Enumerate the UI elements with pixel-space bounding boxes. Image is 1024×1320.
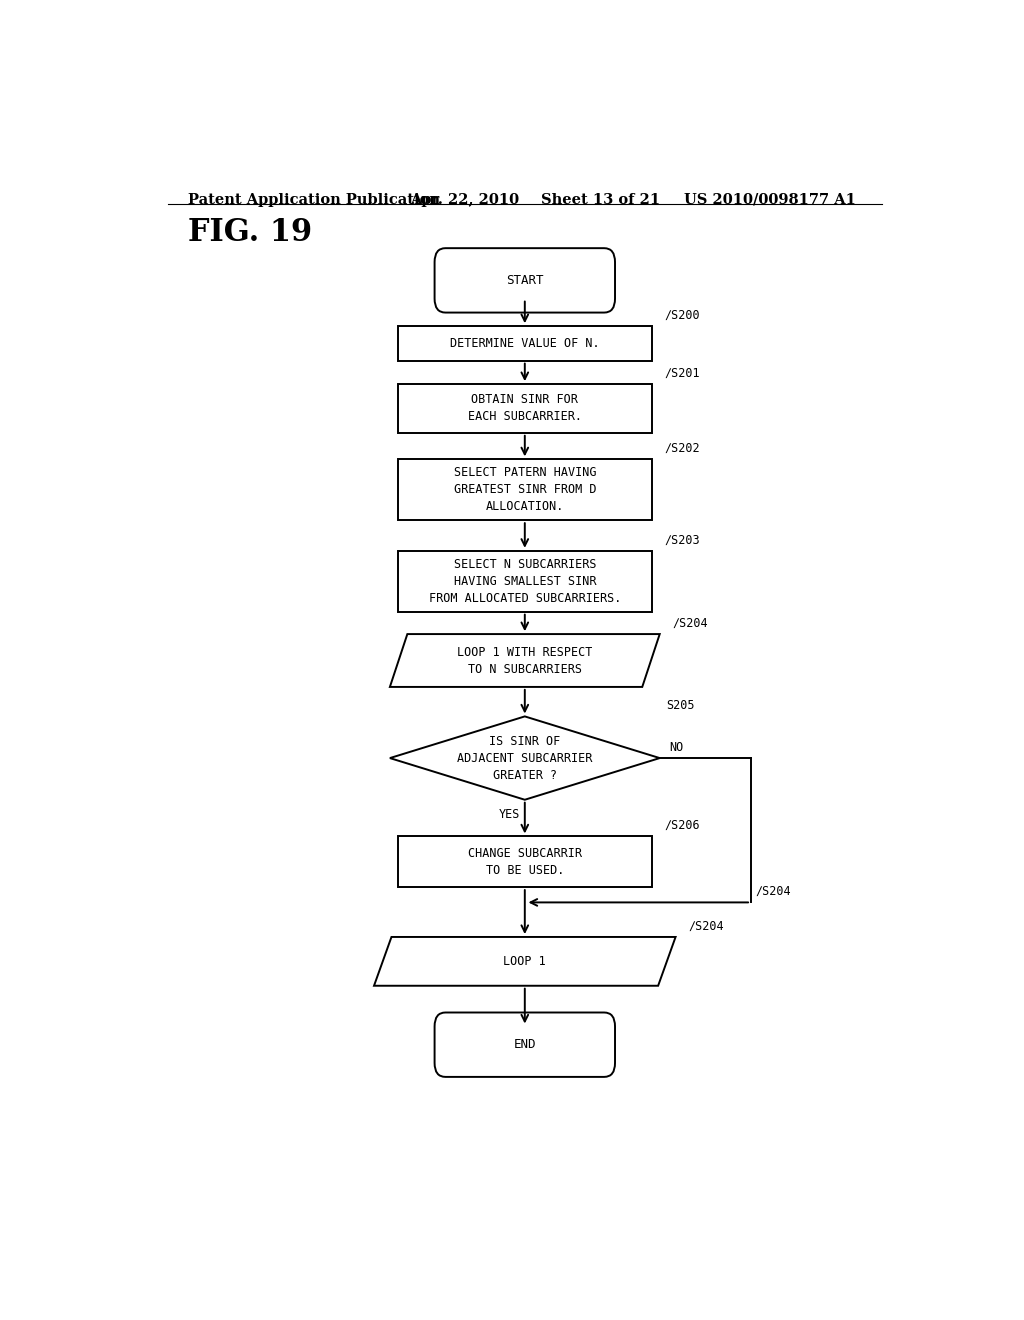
Bar	[397, 384, 651, 433]
Text: Sheet 13 of 21: Sheet 13 of 21	[541, 193, 659, 207]
Polygon shape	[390, 634, 659, 686]
Text: CHANGE SUBCARRIR
TO BE USED.: CHANGE SUBCARRIR TO BE USED.	[468, 846, 582, 876]
Text: ∕S206: ∕S206	[665, 820, 700, 833]
Text: ∕S200: ∕S200	[665, 309, 700, 322]
Text: LOOP 1 WITH RESPECT
TO N SUBCARRIERS: LOOP 1 WITH RESPECT TO N SUBCARRIERS	[457, 645, 593, 676]
FancyBboxPatch shape	[434, 1012, 615, 1077]
FancyBboxPatch shape	[434, 248, 615, 313]
Text: ∕S203: ∕S203	[665, 533, 700, 546]
Bar	[397, 550, 651, 611]
Text: ∕S204: ∕S204	[688, 920, 724, 933]
Text: SELECT PATERN HAVING
GREATEST SINR FROM D
ALLOCATION.: SELECT PATERN HAVING GREATEST SINR FROM …	[454, 466, 596, 513]
Bar	[397, 837, 651, 887]
Text: Patent Application Publication: Patent Application Publication	[188, 193, 440, 207]
Text: END: END	[514, 1039, 536, 1051]
Text: YES: YES	[499, 808, 519, 821]
Text: FIG. 19: FIG. 19	[188, 218, 312, 248]
Text: OBTAIN SINR FOR
EACH SUBCARRIER.: OBTAIN SINR FOR EACH SUBCARRIER.	[468, 393, 582, 424]
Text: ∕S204: ∕S204	[755, 886, 791, 899]
Polygon shape	[374, 937, 676, 986]
Text: ∕S204: ∕S204	[673, 616, 708, 630]
Text: NO: NO	[670, 741, 683, 754]
Text: SELECT N SUBCARRIERS
HAVING SMALLEST SINR
FROM ALLOCATED SUBCARRIERS.: SELECT N SUBCARRIERS HAVING SMALLEST SIN…	[429, 558, 621, 605]
Bar	[397, 459, 651, 520]
Text: DETERMINE VALUE OF N.: DETERMINE VALUE OF N.	[450, 337, 600, 350]
Text: S205: S205	[666, 700, 694, 713]
Text: US 2010/0098177 A1: US 2010/0098177 A1	[684, 193, 855, 207]
Text: IS SINR OF
ADJACENT SUBCARRIER
GREATER ?: IS SINR OF ADJACENT SUBCARRIER GREATER ?	[457, 734, 593, 781]
Text: LOOP 1: LOOP 1	[504, 954, 546, 968]
Polygon shape	[390, 717, 659, 800]
Text: ∕S202: ∕S202	[665, 442, 700, 455]
Text: START: START	[506, 273, 544, 286]
Text: ∕S201: ∕S201	[665, 367, 700, 380]
Text: Apr. 22, 2010: Apr. 22, 2010	[410, 193, 519, 207]
Bar	[397, 326, 651, 360]
